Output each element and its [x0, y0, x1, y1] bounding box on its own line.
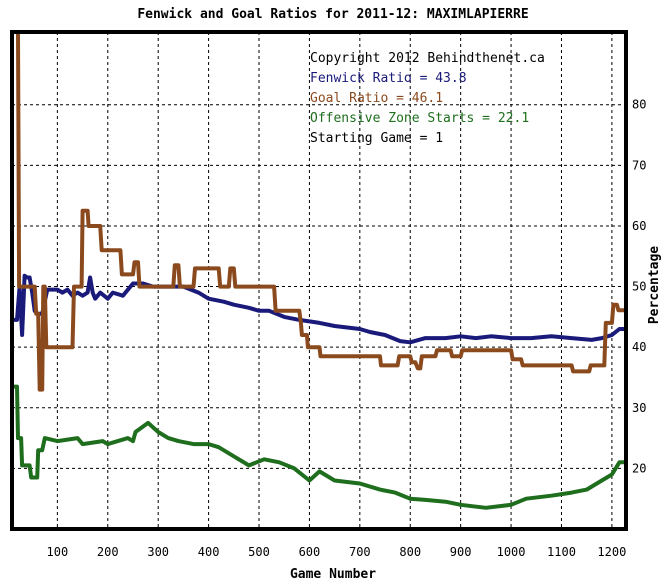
series-line-goal [15, 30, 628, 392]
x-tick-label: 100 [47, 545, 69, 559]
x-tick-label: 600 [299, 545, 321, 559]
x-tick-label: 900 [450, 545, 472, 559]
x-tick-label: 500 [248, 545, 270, 559]
x-tick-label: 200 [97, 545, 119, 559]
x-tick-label: 1000 [497, 545, 526, 559]
x-tick-label: 300 [147, 545, 169, 559]
x-tick-labels: 100 200 300 400 500 600 700 800 900 1000 1100 1200 [47, 545, 627, 559]
y-tick-labels: 20 30 40 50 60 70 80 [632, 98, 646, 476]
annotation-line: Offensive Zone Starts = 22.1 [310, 111, 529, 126]
y-tick-label: 50 [632, 280, 646, 294]
series-layer [10, 30, 628, 510]
x-axis-label: Game Number [290, 567, 376, 580]
y-tick-label: 80 [632, 98, 646, 112]
annotation-line: Fenwick Ratio = 43.8 [310, 71, 467, 86]
chart-title: Fenwick and Goal Ratios for 2011-12: MAX… [137, 7, 528, 22]
series-line-ozone [10, 384, 628, 510]
annotation-line: Goal Ratio = 46.1 [310, 91, 443, 106]
y-tick-label: 60 [632, 219, 646, 233]
y-tick-label: 70 [632, 158, 646, 172]
y-axis-label: Percentage [647, 246, 662, 324]
y-tick-label: 40 [632, 340, 646, 354]
annotation-line: Starting Game = 1 [310, 131, 443, 146]
legend-annotations: Copyright 2012 Behindthenet.ca Fenwick Ra… [310, 51, 545, 146]
annotation-line: Copyright 2012 Behindthenet.ca [310, 51, 545, 66]
x-tick-label: 400 [198, 545, 220, 559]
x-tick-label: 700 [349, 545, 371, 559]
plot-frame [10, 30, 628, 531]
x-tick-label: 1100 [547, 545, 576, 559]
y-tick-label: 20 [632, 461, 646, 475]
y-tick-label: 30 [632, 401, 646, 415]
x-tick-label: 1200 [597, 545, 626, 559]
x-tick-label: 800 [399, 545, 421, 559]
